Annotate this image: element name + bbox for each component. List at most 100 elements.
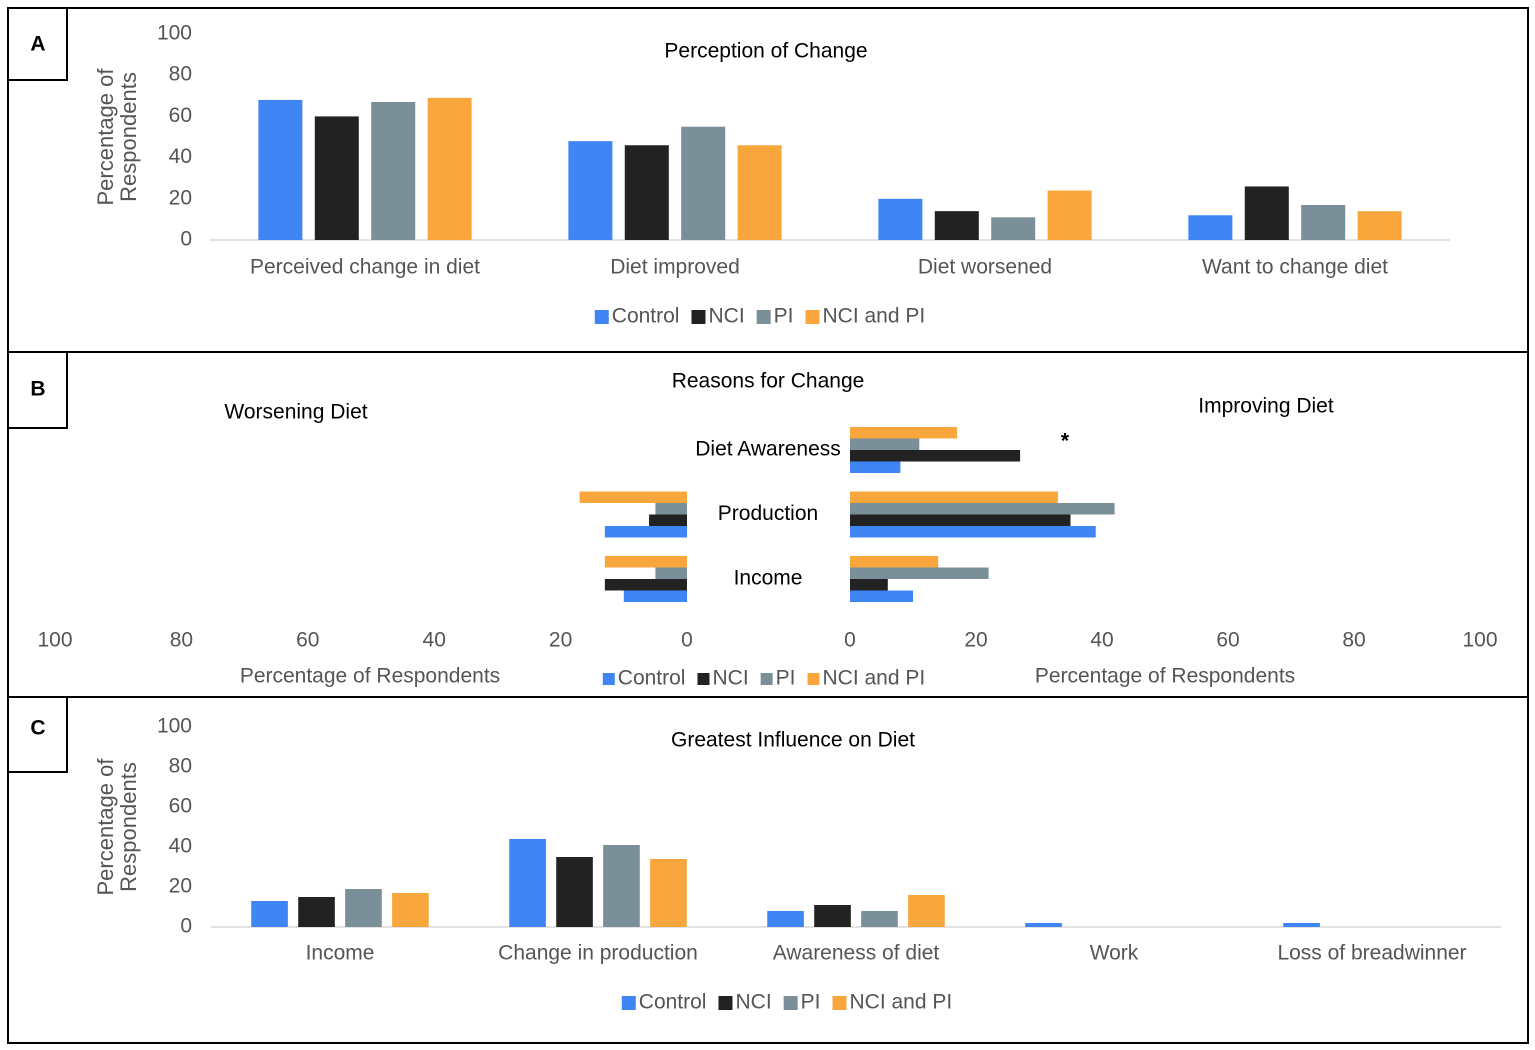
legend-swatch bbox=[807, 673, 820, 685]
bar bbox=[392, 893, 429, 927]
bar bbox=[850, 526, 1096, 538]
bar bbox=[934, 211, 979, 240]
bar bbox=[908, 895, 945, 927]
legend-label: Control bbox=[618, 667, 686, 690]
x-tick-label: 60 bbox=[296, 629, 319, 652]
bar bbox=[850, 514, 1071, 526]
bar bbox=[681, 126, 726, 240]
x-tick-label: 80 bbox=[1342, 629, 1365, 652]
x-tick-label: 100 bbox=[37, 629, 72, 652]
x-tick-label: Income bbox=[306, 942, 375, 965]
bar bbox=[767, 911, 804, 927]
panel-frame bbox=[7, 696, 1529, 1044]
bar bbox=[850, 556, 939, 568]
bar bbox=[314, 116, 359, 240]
bar bbox=[427, 97, 472, 240]
legend-label: Control bbox=[612, 305, 680, 328]
bar bbox=[991, 217, 1036, 240]
legend-swatch bbox=[697, 673, 710, 685]
bar bbox=[850, 450, 1021, 462]
bar bbox=[1244, 186, 1289, 240]
bar bbox=[603, 845, 640, 927]
panel-letter-box bbox=[7, 696, 68, 773]
chart-title: Greatest Influence on Diet bbox=[671, 729, 915, 752]
bar bbox=[861, 911, 898, 927]
legend-swatch bbox=[718, 996, 733, 1010]
x-tick-label: Awareness of diet bbox=[773, 942, 940, 965]
x-tick-label: 20 bbox=[964, 629, 987, 652]
category-label: Income bbox=[734, 567, 803, 590]
side-title: Worsening Diet bbox=[224, 401, 367, 424]
legend-label: NCI bbox=[712, 667, 748, 690]
bar bbox=[737, 145, 782, 240]
legend-swatch bbox=[756, 310, 771, 324]
bar bbox=[345, 889, 382, 927]
y-axis-label-box: Percentage of Respondents bbox=[93, 69, 141, 206]
side-title: Improving Diet bbox=[1198, 395, 1334, 418]
x-tick-label: 0 bbox=[844, 629, 856, 652]
legend: Control NCI PI NCI and PI bbox=[594, 305, 926, 328]
panel-letter: A bbox=[30, 33, 45, 56]
x-tick-label: 40 bbox=[423, 629, 446, 652]
panel-letter-box bbox=[7, 351, 68, 429]
legend-label: NCI and PI bbox=[850, 991, 953, 1014]
legend-label: Control bbox=[639, 991, 707, 1014]
bar bbox=[655, 503, 687, 515]
legend-label: PI bbox=[774, 305, 794, 328]
bar bbox=[649, 514, 687, 526]
bar bbox=[568, 141, 613, 240]
bar bbox=[251, 901, 288, 927]
y-tick-label: 0 bbox=[180, 915, 192, 938]
annotation: * bbox=[1061, 430, 1070, 453]
bar bbox=[371, 101, 416, 240]
bar bbox=[579, 491, 687, 503]
bar bbox=[850, 579, 888, 591]
bar bbox=[1047, 190, 1092, 240]
legend-label: NCI and PI bbox=[823, 305, 926, 328]
y-tick-label: 40 bbox=[169, 145, 192, 168]
x-tick-label: 100 bbox=[1462, 629, 1497, 652]
panel-letter: B bbox=[30, 378, 45, 401]
x-tick-label: Want to change diet bbox=[1202, 256, 1388, 279]
category-label: Production bbox=[718, 502, 818, 525]
y-tick-label: 100 bbox=[157, 22, 192, 45]
bar bbox=[814, 905, 851, 927]
bar bbox=[604, 579, 687, 591]
chart-title: Reasons for Change bbox=[672, 370, 865, 393]
chart-title: Perception of Change bbox=[664, 40, 867, 63]
panel-letter-box bbox=[7, 7, 68, 81]
x-tick-label: 60 bbox=[1216, 629, 1239, 652]
bar bbox=[650, 859, 687, 927]
y-tick-label: 100 bbox=[157, 715, 192, 738]
legend: Control NCI PI NCI and PI bbox=[602, 667, 926, 690]
legend-swatch bbox=[832, 996, 847, 1010]
bar bbox=[850, 590, 913, 602]
bar bbox=[850, 567, 989, 579]
bar bbox=[556, 857, 593, 927]
bar bbox=[509, 839, 546, 927]
bar bbox=[1283, 923, 1320, 927]
y-tick-label: 40 bbox=[169, 835, 192, 858]
legend-swatch bbox=[805, 310, 820, 324]
y-tick-label: 60 bbox=[169, 795, 192, 818]
y-axis-label-box: Percentage of Respondents bbox=[93, 759, 141, 896]
legend-label: NCI bbox=[708, 305, 744, 328]
legend-label: NCI and PI bbox=[823, 667, 926, 690]
x-tick-label: 20 bbox=[549, 629, 572, 652]
y-tick-label: 80 bbox=[169, 755, 192, 778]
bar bbox=[878, 198, 923, 240]
bar bbox=[258, 99, 303, 240]
bar bbox=[604, 556, 687, 568]
panel-letter: C bbox=[30, 717, 45, 740]
bar bbox=[604, 526, 687, 538]
x-tick-label: Work bbox=[1090, 942, 1139, 965]
x-tick-label: 40 bbox=[1090, 629, 1113, 652]
legend-swatch bbox=[621, 996, 636, 1010]
legend-label: PI bbox=[801, 991, 821, 1014]
legend: Control NCI PI NCI and PI bbox=[621, 991, 953, 1014]
legend-label: PI bbox=[776, 667, 796, 690]
y-tick-label: 20 bbox=[169, 875, 192, 898]
legend-label: NCI bbox=[735, 991, 771, 1014]
x-tick-label: Change in production bbox=[498, 942, 698, 965]
bar bbox=[1357, 211, 1402, 240]
